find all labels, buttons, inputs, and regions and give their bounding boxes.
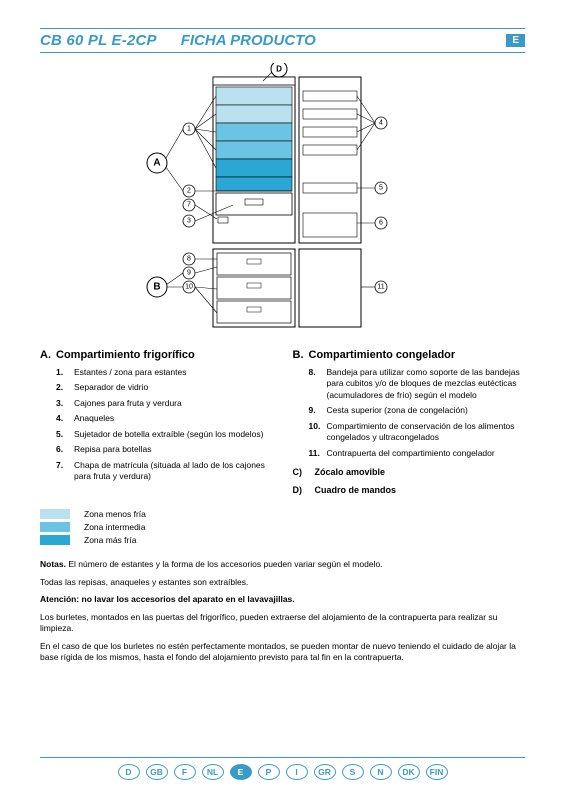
lang-chip-p[interactable]: P bbox=[258, 764, 280, 780]
parts-columns: A.Compartimiento frigorífico 1.Estantes … bbox=[40, 349, 525, 495]
lang-chip-dk[interactable]: DK bbox=[398, 764, 420, 780]
lang-chip-n[interactable]: N bbox=[370, 764, 392, 780]
item-6: Repisa para botellas bbox=[74, 444, 273, 455]
lang-badge: E bbox=[506, 34, 525, 47]
section-a: A.Compartimiento frigorífico 1.Estantes … bbox=[40, 349, 273, 495]
callout-11: 11 bbox=[377, 284, 384, 291]
section-d-label: Cuadro de mandos bbox=[315, 485, 397, 495]
lang-chip-nl[interactable]: NL bbox=[202, 764, 224, 780]
notes-p4: En el caso de que los burletes no estén … bbox=[40, 641, 525, 664]
language-bar: D GB F NL EPI GR SN DK FIN bbox=[40, 764, 525, 780]
doc-type: FICHA PRODUCTO bbox=[181, 32, 316, 49]
section-b-list: 8.Bandeja para utilizar como soporte de … bbox=[293, 367, 526, 459]
lang-chip-i[interactable]: I bbox=[286, 764, 308, 780]
section-b-title: Compartimiento congelador bbox=[309, 349, 456, 361]
notes-p3: Los burletes, montados en las puertas de… bbox=[40, 612, 525, 635]
legend-label-1: Zona menos fría bbox=[84, 509, 146, 519]
legend-row: Zona intermedia bbox=[40, 522, 525, 532]
lang-chip-gr[interactable]: GR bbox=[314, 764, 336, 780]
section-c: C)Zócalo amovible bbox=[293, 467, 526, 477]
section-a-title: Compartimiento frigorífico bbox=[56, 349, 195, 361]
notes-line1: El número de estantes y la forma de los … bbox=[66, 559, 383, 569]
swatch-less-cold bbox=[40, 509, 70, 519]
zone-label-d: D bbox=[276, 65, 282, 74]
footer-rule bbox=[40, 757, 525, 758]
legend-label-2: Zona intermedia bbox=[84, 522, 145, 532]
swatch-coldest bbox=[40, 535, 70, 545]
zone-label-b: B bbox=[153, 282, 160, 293]
item-7: Chapa de matrícula (situada al lado de l… bbox=[74, 460, 273, 483]
swatch-intermediate bbox=[40, 522, 70, 532]
callout-1: 1 bbox=[187, 126, 191, 133]
callout-9: 9 bbox=[187, 270, 191, 277]
section-d: D)Cuadro de mandos bbox=[293, 485, 526, 495]
item-10: Compartimiento de conservación de los al… bbox=[327, 421, 526, 444]
lang-chip-fin[interactable]: FIN bbox=[426, 764, 448, 780]
notes-line2: Todas las repisas, anaqueles y estantes … bbox=[40, 577, 525, 588]
item-3: Cajones para fruta y verdura bbox=[74, 398, 273, 409]
callout-10: 10 bbox=[185, 284, 193, 291]
callout-6: 6 bbox=[379, 220, 383, 227]
item-11: Contrapuerta del compartimiento congelad… bbox=[327, 448, 526, 459]
model-number: CB 60 PL E-2CP bbox=[40, 32, 157, 49]
zone-label-a: A bbox=[153, 158, 160, 169]
item-4: Anaqueles bbox=[74, 413, 273, 424]
temperature-legend: Zona menos fría Zona intermedia Zona más… bbox=[40, 509, 525, 545]
lang-chip-d[interactable]: D bbox=[118, 764, 140, 780]
header-rule-bottom bbox=[40, 52, 525, 53]
item-9: Cesta superior (zona de congelación) bbox=[327, 405, 526, 416]
header-rule-top bbox=[40, 28, 525, 29]
header: CB 60 PL E-2CP FICHA PRODUCTO E bbox=[40, 32, 525, 49]
lang-chip-s[interactable]: S bbox=[342, 764, 364, 780]
notes-warning: Atención: no lavar los accesorios del ap… bbox=[40, 594, 525, 605]
callout-5: 5 bbox=[379, 185, 383, 192]
item-2: Separador de vidrio bbox=[74, 382, 273, 393]
footer: D GB F NL EPI GR SN DK FIN bbox=[0, 757, 565, 780]
legend-row: Zona menos fría bbox=[40, 509, 525, 519]
lang-chip-f[interactable]: F bbox=[174, 764, 196, 780]
section-b: B.Compartimiento congelador 8.Bandeja pa… bbox=[293, 349, 526, 495]
legend-label-3: Zona más fría bbox=[84, 535, 136, 545]
item-8: Bandeja para utilizar como soporte de la… bbox=[327, 367, 526, 401]
item-1: Estantes / zona para estantes bbox=[74, 367, 273, 378]
callout-2: 2 bbox=[187, 188, 191, 195]
section-c-label: Zócalo amovible bbox=[315, 467, 386, 477]
callout-4: 4 bbox=[379, 120, 383, 127]
notes-block: Notas. El número de estantes y la forma … bbox=[40, 559, 525, 663]
lang-chip-e[interactable]: E bbox=[230, 764, 252, 780]
section-a-list: 1.Estantes / zona para estantes 2.Separa… bbox=[40, 367, 273, 483]
fridge-diagram: 1 2 7 3 8 9 10 A B D 4 5 6 11 bbox=[113, 63, 453, 343]
diagram-container: 1 2 7 3 8 9 10 A B D 4 5 6 11 bbox=[40, 63, 525, 343]
callout-7: 7 bbox=[187, 202, 191, 209]
notes-label: Notas. bbox=[40, 559, 66, 569]
legend-row: Zona más fría bbox=[40, 535, 525, 545]
callout-3: 3 bbox=[187, 218, 191, 225]
lang-chip-gb[interactable]: GB bbox=[146, 764, 168, 780]
item-5: Sujetador de botella extraíble (según lo… bbox=[74, 429, 273, 440]
callout-8: 8 bbox=[187, 256, 191, 263]
